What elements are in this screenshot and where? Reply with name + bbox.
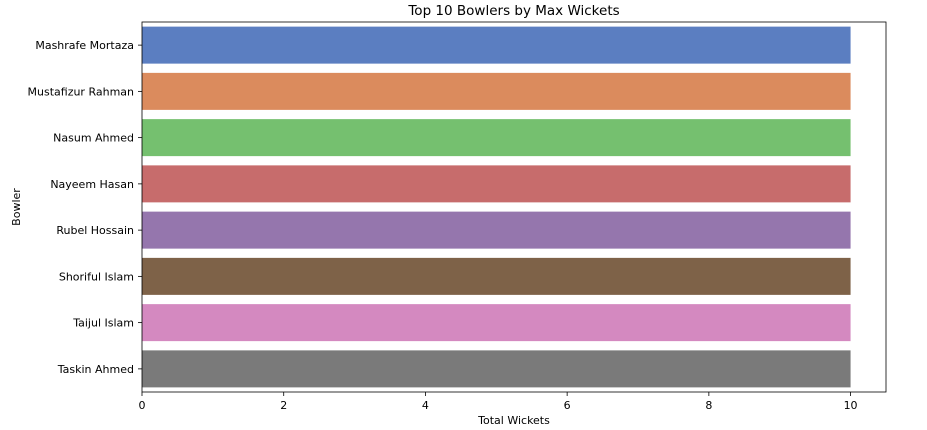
- bar-rubel-hossain: [142, 211, 851, 249]
- x-tick-label: 4: [422, 399, 429, 412]
- bars-group: [142, 26, 851, 388]
- y-tick-label: Nasum Ahmed: [53, 132, 134, 145]
- x-tick-label: 2: [280, 399, 287, 412]
- bar-taijul-islam: [142, 304, 851, 342]
- bar-mashrafe-mortaza: [142, 26, 851, 64]
- y-tick-label: Taijul Islam: [72, 317, 134, 330]
- bar-mustafizur-rahman: [142, 72, 851, 110]
- x-tick-label: 10: [844, 399, 858, 412]
- y-tick-label: Nayeem Hasan: [50, 178, 134, 191]
- y-tick-label: Rubel Hossain: [56, 224, 134, 237]
- x-tick-label: 8: [705, 399, 712, 412]
- x-tick-label: 0: [139, 399, 146, 412]
- y-tick-label: Taskin Ahmed: [57, 363, 134, 376]
- bar-shoriful-islam: [142, 257, 851, 295]
- y-tick-label: Mashrafe Mortaza: [35, 39, 134, 52]
- bar-nasum-ahmed: [142, 119, 851, 157]
- bar-nayeem-hasan: [142, 165, 851, 203]
- x-axis-ticks: 0 2 4 6 8 10: [139, 392, 858, 412]
- y-tick-label: Shoriful Islam: [59, 270, 134, 283]
- y-axis-ticks: Mashrafe Mortaza Mustafizur Rahman Nasum A…: [28, 39, 142, 376]
- x-tick-label: 6: [564, 399, 571, 412]
- plot-area-frame: [141, 21, 887, 393]
- x-axis-label: Total Wickets: [477, 414, 550, 427]
- y-tick-label: Mustafizur Rahman: [28, 85, 135, 98]
- bar-taskin-ahmed: [142, 350, 851, 388]
- chart-title: Top 10 Bowlers by Max Wickets: [407, 3, 619, 19]
- y-axis-label: Bowler: [10, 188, 23, 226]
